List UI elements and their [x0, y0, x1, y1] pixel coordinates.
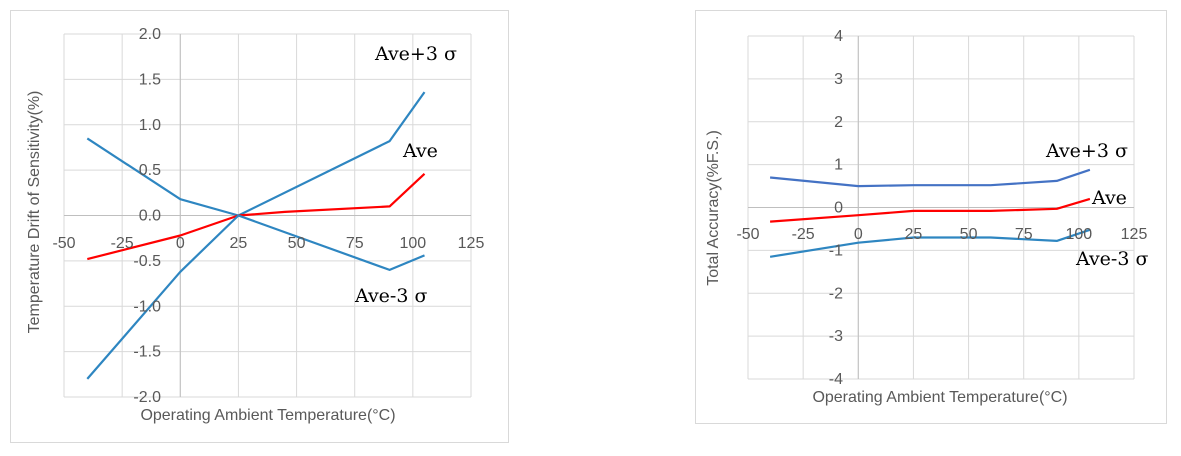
- x-tick-label: 50: [960, 226, 978, 243]
- y-tick-label: -1.5: [133, 344, 161, 361]
- x-tick-label: 25: [230, 235, 248, 252]
- series-line-1: [770, 197, 1091, 223]
- y-tick-label: -0.5: [133, 253, 161, 270]
- x-tick-label: 0: [854, 226, 863, 243]
- x-tick-label: 75: [346, 235, 364, 252]
- y-tick-label: -1: [829, 242, 843, 259]
- series-label-ave: Ave: [1091, 187, 1127, 209]
- x-axis-title: Operating Ambient Temperature(°C): [140, 407, 395, 424]
- y-tick-label: -3: [829, 328, 843, 345]
- x-tick-label: 25: [905, 226, 923, 243]
- y-tick-label: 3: [834, 71, 843, 88]
- y-tick-label: -4: [829, 371, 843, 388]
- x-tick-label: 0: [176, 235, 185, 252]
- y-tick-label: 4: [834, 28, 843, 45]
- y-tick-label: 1.0: [139, 117, 161, 134]
- series-label-ave-plus-3sigma: Ave+3 σ: [374, 43, 457, 65]
- y-tick-label: 0.0: [139, 208, 161, 225]
- y-tick-label: 2.0: [139, 26, 161, 43]
- x-tick-label: 100: [1066, 226, 1093, 243]
- series-line-0: [86, 91, 426, 217]
- series-label-ave-minus-3sigma: Ave-3 σ: [1075, 248, 1148, 270]
- x-tick-label: 125: [1121, 226, 1148, 243]
- x-tick-label: 125: [458, 235, 485, 252]
- series-line-0: [769, 168, 1091, 188]
- x-axis-title: Operating Ambient Temperature(°C): [812, 389, 1067, 406]
- y-axis-title: Total Accuracy(%F.S.): [705, 130, 722, 286]
- series-label-ave-minus-3sigma: Ave-3 σ: [354, 285, 427, 307]
- y-tick-label: 1.5: [139, 71, 161, 88]
- series-line-1: [87, 172, 426, 261]
- series-line-2: [769, 228, 1091, 258]
- x-tick-label: 50: [288, 235, 306, 252]
- series-label-ave: Ave: [402, 140, 438, 162]
- chart-total-accuracy-plot: -50 -25 0 25 50 75 100 125 4 3 2 1 0 -1 -2 -3 -4 Operati…: [705, 28, 1148, 406]
- series-label-ave-plus-3sigma: Ave+3 σ: [1045, 140, 1128, 162]
- y-tick-label: 2: [834, 114, 843, 131]
- x-tick-label: -25: [792, 226, 815, 243]
- chart-temperature-drift-plot: -50 -25 0 25 50 75 100 125 2.0 1.5 1.0 0.5 0.0 -0.5 -1…: [26, 26, 485, 424]
- x-tick-label: 75: [1015, 226, 1033, 243]
- x-tick-label: -25: [111, 235, 134, 252]
- y-tick-label: -1.0: [133, 298, 161, 315]
- chart-temperature-drift: -50 -25 0 25 50 75 100 125 2.0 1.5 1.0 0.5 0.0 -0.5 -1…: [10, 10, 509, 443]
- y-tick-label: 1: [834, 157, 843, 174]
- y-tick-label: -2.0: [133, 389, 161, 406]
- chart-total-accuracy: -50 -25 0 25 50 75 100 125 4 3 2 1 0 -1 -2 -3 -4 Operati…: [695, 10, 1167, 424]
- y-tick-label: 0.5: [139, 162, 161, 179]
- series-line-2: [86, 214, 425, 380]
- x-tick-label: -50: [736, 226, 759, 243]
- x-tick-label: 100: [400, 235, 427, 252]
- x-tick-label: -50: [52, 235, 75, 252]
- y-tick-label: 0: [834, 200, 843, 217]
- y-tick-label: -2: [829, 285, 843, 302]
- y-axis-title: Temperature Drift of Sensitivity(%): [26, 91, 43, 334]
